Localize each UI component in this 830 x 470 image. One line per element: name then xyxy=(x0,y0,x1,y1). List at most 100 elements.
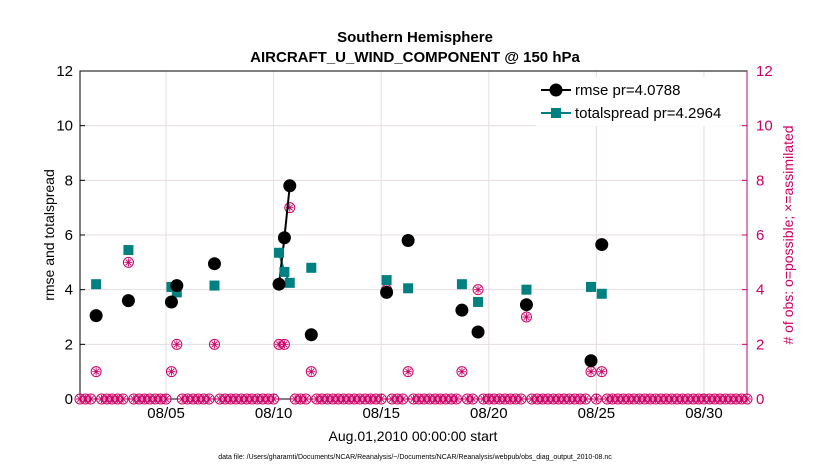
totalspread-point xyxy=(91,279,102,290)
x-tick-label: 08/15 xyxy=(362,405,400,422)
obs-assimilated-marker xyxy=(587,367,596,376)
obs-count-point xyxy=(208,338,220,350)
obs-assimilated-marker xyxy=(210,340,219,349)
obs-assimilated-marker xyxy=(280,340,289,349)
obs-assimilated-marker xyxy=(301,395,310,403)
obs-count-point xyxy=(203,393,215,405)
obs-possible-marker xyxy=(590,393,602,405)
chart-title: Southern Hemisphere xyxy=(337,29,493,46)
obs-possible-marker xyxy=(580,393,592,405)
obs-count-point xyxy=(90,366,102,378)
totalspread-point xyxy=(456,279,467,290)
totalspread-point xyxy=(521,284,532,295)
x-tick-label: 08/20 xyxy=(470,405,508,422)
obs-assimilated-marker xyxy=(592,395,601,403)
obs-assimilated-marker xyxy=(743,395,751,403)
obs-count-point xyxy=(515,393,527,405)
y-right-tick-label: 8 xyxy=(756,172,764,189)
rmse-point xyxy=(584,354,598,368)
obs-assimilated-marker xyxy=(474,285,483,294)
obs-count-point xyxy=(171,338,183,350)
obs-possible-marker xyxy=(451,393,463,405)
obs-possible-marker xyxy=(171,338,183,350)
totalspread-point xyxy=(596,288,607,299)
rmse-point xyxy=(401,233,415,247)
obs-possible-marker xyxy=(596,366,608,378)
obs-possible-marker xyxy=(402,366,414,378)
obs-possible-marker xyxy=(305,366,317,378)
y-axis-right: 0 2 4 6 8 10 12 xyxy=(742,63,773,408)
y-tick-label: 2 xyxy=(65,336,73,353)
y-tick-label: 6 xyxy=(65,227,73,244)
y-tick-label: 4 xyxy=(65,282,73,299)
y-axis-label: rmse and totalspread xyxy=(41,169,57,301)
rmse-point xyxy=(164,295,178,309)
y-axis-left: 0 2 4 6 8 10 12 xyxy=(56,63,85,408)
obs-count-point xyxy=(268,393,280,405)
chart-subtitle: AIRCRAFT_U_WIND_COMPONENT @ 150 hPa xyxy=(250,49,580,66)
obs-possible-marker xyxy=(85,393,97,405)
obs-count-point xyxy=(397,393,409,405)
obs-count-point xyxy=(278,338,290,350)
y-right-tick-label: 12 xyxy=(756,63,773,80)
obs-assimilated-marker xyxy=(285,203,294,212)
x-tick-label: 08/30 xyxy=(685,405,723,422)
obs-count-point xyxy=(375,393,387,405)
y-right-tick-label: 4 xyxy=(756,282,764,299)
obs-possible-marker xyxy=(472,284,484,296)
y-right-tick-label: 10 xyxy=(756,118,773,135)
y-tick-label: 0 xyxy=(65,391,73,408)
rmse-point xyxy=(89,309,103,323)
obs-count-point xyxy=(85,393,97,405)
totalspread-point xyxy=(284,277,295,288)
obs-assimilated-marker xyxy=(398,395,407,403)
x-axis-label: Aug.01,2010 00:00:00 start xyxy=(329,428,498,444)
x-tick-label: 08/10 xyxy=(255,405,293,422)
obs-assimilated-marker xyxy=(404,367,413,376)
y-axis-right-label: # of obs: o=possible; ×=assimilated xyxy=(780,125,796,344)
obs-count-point xyxy=(456,366,468,378)
obs-possible-marker xyxy=(375,393,387,405)
obs-count-point xyxy=(284,202,296,214)
obs-count-point xyxy=(741,393,753,405)
obs-assimilated-marker xyxy=(124,258,133,267)
legend-box xyxy=(536,77,739,126)
obs-assimilated-marker xyxy=(522,313,531,321)
obs-possible-marker xyxy=(160,393,172,405)
obs-assimilated-marker xyxy=(162,395,171,403)
obs-possible-marker xyxy=(90,366,102,378)
totalspread-point xyxy=(209,280,220,291)
obs-count-point xyxy=(165,366,177,378)
legend: rmse pr=4.0788 totalspread pr=4.2964 xyxy=(536,77,739,126)
obs-assimilated-marker xyxy=(119,395,128,403)
rmse-point xyxy=(277,231,291,245)
rmse-point xyxy=(170,279,184,293)
obs-count-point xyxy=(402,366,414,378)
obs-possible-marker xyxy=(397,393,409,405)
obs-count-point xyxy=(596,366,608,378)
obs-assimilated-marker xyxy=(468,395,477,403)
legend-totalspread-label: totalspread pr=4.2964 xyxy=(575,105,721,122)
totalspread-point xyxy=(473,296,484,307)
obs-assimilated-marker xyxy=(377,395,386,403)
obs-assimilated-marker xyxy=(307,367,316,376)
obs-count-point xyxy=(451,393,463,405)
y-tick-label: 8 xyxy=(65,172,73,189)
y-right-tick-label: 0 xyxy=(756,391,764,408)
obs-count-point xyxy=(520,311,532,323)
obs-assimilated-marker xyxy=(205,395,214,403)
totalspread-point xyxy=(403,283,414,294)
rmse-point xyxy=(304,328,318,342)
obs-assimilated-marker xyxy=(517,395,526,403)
obs-assimilated-marker xyxy=(597,367,606,376)
rmse-point xyxy=(519,298,533,312)
totalspread-point xyxy=(171,287,182,298)
obs-possible-marker xyxy=(300,393,312,405)
obs-possible-marker xyxy=(203,393,215,405)
totalspread-point xyxy=(381,275,392,286)
obs-possible-marker xyxy=(278,338,290,350)
obs-count-series xyxy=(74,202,753,405)
obs-count-point xyxy=(122,256,134,268)
obs-possible-marker xyxy=(208,338,220,350)
